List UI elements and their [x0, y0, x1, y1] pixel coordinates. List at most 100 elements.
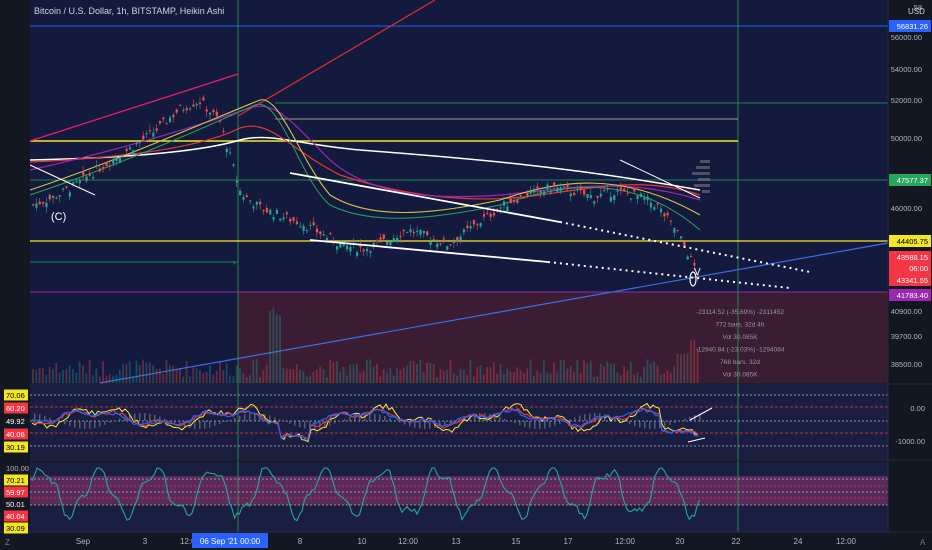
- candle: [649, 197, 653, 213]
- candle: [469, 220, 472, 232]
- time-tick: Sep: [76, 537, 91, 546]
- volume-bar: [526, 368, 529, 383]
- candle: [252, 204, 255, 213]
- osc-hist: [64, 421, 66, 425]
- measure-line: Vol 30.085K: [722, 334, 758, 341]
- candle: [162, 116, 165, 123]
- candle: [576, 184, 579, 193]
- candle: [516, 197, 519, 205]
- volume-bar: [68, 365, 71, 383]
- volume-bar: [225, 363, 228, 383]
- candle: [229, 147, 232, 156]
- oscillator-lines: [31, 402, 713, 443]
- osc-hist: [429, 421, 431, 429]
- volume-bar: [536, 370, 539, 383]
- channel-lower-projection: [547, 261, 791, 289]
- volume-bar: [512, 371, 515, 383]
- osc-hist: [444, 421, 446, 425]
- auto-scale-button[interactable]: A: [920, 538, 926, 547]
- osc-hist: [554, 421, 556, 426]
- stoch-level-tag: 59.97: [4, 486, 28, 498]
- candle: [629, 198, 633, 203]
- volume-bar: [62, 369, 64, 383]
- volume-bar: [75, 372, 78, 383]
- candle: [222, 127, 225, 135]
- wave-line-2: [619, 159, 701, 199]
- osc-hist: [669, 421, 671, 426]
- volume-bar: [312, 371, 315, 383]
- svg-text:49.92: 49.92: [6, 417, 25, 426]
- volume-bar: [516, 367, 519, 383]
- candle: [636, 195, 639, 204]
- candle: [232, 162, 235, 168]
- volume-bar: [596, 376, 599, 383]
- osc-hist: [304, 421, 306, 429]
- volume-bar: [366, 359, 368, 383]
- osc-hist: [454, 420, 456, 421]
- candle: [192, 99, 195, 107]
- volume-bar: [105, 375, 108, 383]
- volume-bar: [452, 373, 455, 383]
- volume-bar: [148, 362, 151, 383]
- osc-hist: [594, 413, 596, 421]
- candle: [412, 228, 415, 238]
- candle: [396, 234, 399, 244]
- osc-hist: [239, 415, 241, 421]
- osc-hist: [639, 421, 641, 428]
- candle-series: [32, 95, 699, 282]
- svg-text:06:00: 06:00: [909, 264, 928, 273]
- volume-bar: [202, 373, 205, 383]
- volume-bar: [599, 364, 602, 383]
- osc-hist: [504, 418, 506, 421]
- volume-bar: [549, 373, 552, 383]
- drawdown-zone: [238, 292, 888, 383]
- volume-bar: [359, 372, 362, 383]
- range-arrow: ›: [233, 258, 236, 267]
- osc-hist: [519, 421, 521, 426]
- scroll-left-button[interactable]: Z: [5, 538, 10, 547]
- stoch-level-tag: 100.00: [4, 462, 29, 474]
- candle: [526, 190, 529, 199]
- volume-bar: [576, 360, 579, 383]
- volume-bar: [122, 363, 124, 383]
- volume-bar: [265, 364, 268, 383]
- osc-hist: [284, 421, 286, 422]
- candle: [509, 194, 512, 204]
- candle: [309, 220, 312, 230]
- price-tick: 38500.00: [891, 360, 922, 369]
- osc-hist: [399, 421, 401, 423]
- channel-upper-projection: [559, 221, 811, 273]
- candle: [105, 161, 108, 167]
- volume-bar: [386, 372, 388, 383]
- osc-hist: [394, 420, 396, 421]
- stoch-line: [31, 467, 701, 522]
- candle: [382, 233, 385, 242]
- volume-bar: [342, 366, 345, 383]
- candle: [265, 204, 268, 214]
- volume-bar: [676, 353, 679, 383]
- volume-bar: [412, 360, 415, 383]
- candle: [419, 229, 422, 239]
- osc-hist: [79, 421, 81, 429]
- candle: [476, 222, 479, 230]
- osc-hist: [289, 421, 291, 424]
- candle: [175, 108, 178, 115]
- volume-bar: [145, 362, 148, 383]
- volume-bar: [509, 371, 512, 383]
- volume-bar: [566, 368, 569, 383]
- svg-text:70.21: 70.21: [6, 476, 25, 485]
- volume-bar: [633, 374, 635, 383]
- candle: [249, 200, 252, 205]
- candle: [522, 196, 526, 199]
- candle: [446, 245, 449, 251]
- osc-hist: [439, 421, 441, 427]
- volume-bar: [102, 361, 104, 383]
- candle: [305, 227, 309, 234]
- volume-bar: [613, 363, 615, 383]
- volume-bar: [292, 369, 295, 383]
- volume-bar: [332, 361, 335, 383]
- volume-bar: [639, 376, 642, 383]
- osc-hist: [684, 418, 686, 421]
- measure-line: -23114.52 (-35.69%) -2311452: [696, 309, 784, 316]
